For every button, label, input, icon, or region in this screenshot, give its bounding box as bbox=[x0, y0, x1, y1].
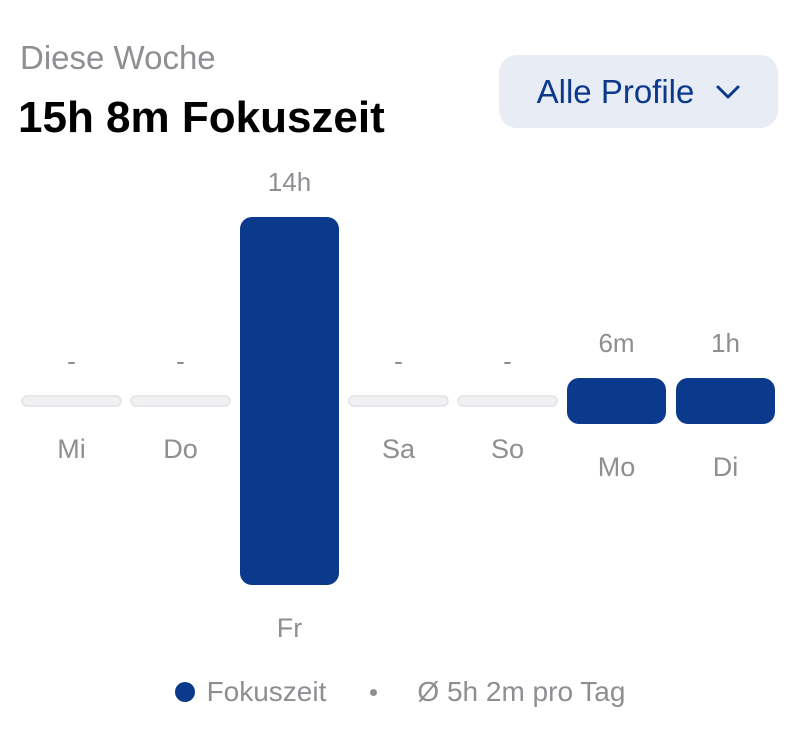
category-label-Sa: Sa bbox=[382, 434, 416, 464]
category-label-Mi: Mi bbox=[57, 434, 86, 464]
bar-So bbox=[457, 395, 558, 407]
category-label-So: So bbox=[491, 434, 524, 464]
legend-swatch bbox=[174, 682, 195, 702]
bar-Fr bbox=[240, 217, 339, 585]
category-label-Fr: Fr bbox=[277, 613, 302, 643]
value-label-So: - bbox=[503, 346, 512, 376]
profile-filter-button[interactable]: Alle Profile bbox=[499, 55, 778, 128]
focus-time-chart: - Mi - Do 14h Fr - Sa - So 6m Mo 1h Di bbox=[21, 167, 775, 643]
legend-average-text: Ø 5h 2m pro Tag bbox=[417, 676, 626, 707]
category-label-Do: Do bbox=[163, 434, 198, 464]
value-label-Fr: 14h bbox=[268, 167, 311, 197]
value-label-Mo: 6m bbox=[598, 328, 634, 358]
legend-series-label: Fokuszeit bbox=[206, 676, 327, 707]
profile-filter-label: Alle Profile bbox=[536, 72, 695, 110]
bar-Sa bbox=[348, 395, 449, 407]
page-title: 15h 8m Fokuszeit bbox=[18, 93, 385, 142]
category-label-Mo: Mo bbox=[598, 452, 636, 482]
chart-legend: Fokuszeit Ø 5h 2m pro Tag bbox=[0, 668, 800, 716]
legend-separator-dot bbox=[370, 688, 378, 696]
bar-Mo bbox=[567, 378, 666, 424]
chevron-down-icon bbox=[716, 85, 740, 99]
value-label-Di: 1h bbox=[711, 328, 740, 358]
bar-Mi bbox=[21, 395, 122, 407]
category-label-Di: Di bbox=[713, 452, 739, 482]
subtitle: Diese Woche bbox=[20, 39, 216, 76]
value-label-Do: - bbox=[176, 346, 185, 376]
value-label-Mi: - bbox=[67, 346, 76, 376]
bar-Di bbox=[676, 378, 775, 424]
bar-Do bbox=[130, 395, 231, 407]
value-label-Sa: - bbox=[394, 346, 403, 376]
